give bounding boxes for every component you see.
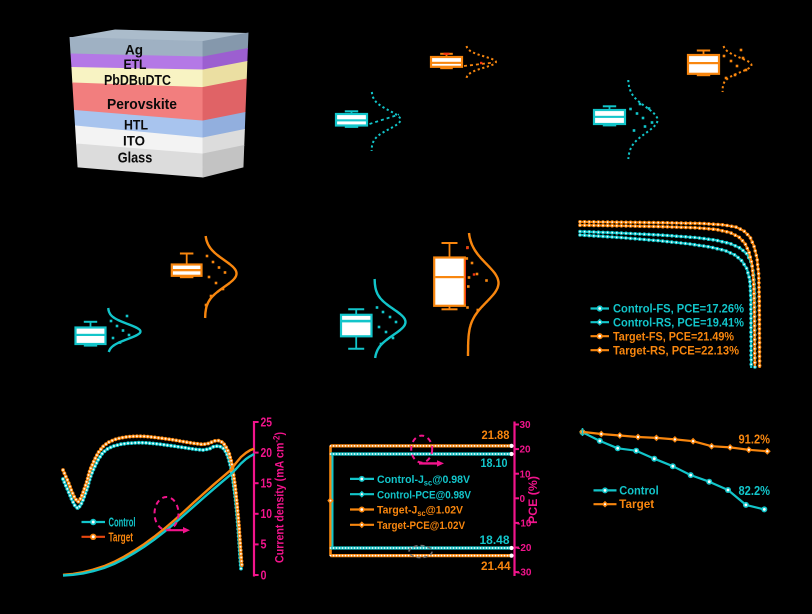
svg-text:Perovskite: Perovskite xyxy=(107,96,177,113)
svg-text:Target-Jsc@1.02V: Target-Jsc@1.02V xyxy=(377,505,463,519)
svg-text:PbDBuDTC: PbDBuDTC xyxy=(104,73,171,89)
svg-text:-30: -30 xyxy=(517,568,532,579)
svg-text:5: 5 xyxy=(261,538,267,552)
svg-text:-20: -20 xyxy=(517,543,532,554)
svg-text:10: 10 xyxy=(261,507,273,521)
svg-text:0: 0 xyxy=(520,494,526,505)
svg-text:Control-RS, PCE=19.41%: Control-RS, PCE=19.41% xyxy=(613,315,744,329)
svg-text:20: 20 xyxy=(261,446,273,460)
svg-text:Control-FS, PCE=17.26%: Control-FS, PCE=17.26% xyxy=(613,302,744,316)
svg-text:Target-RS, PCE=22.13%: Target-RS, PCE=22.13% xyxy=(613,343,739,357)
svg-text:82.2%: 82.2% xyxy=(739,483,771,498)
svg-text:25: 25 xyxy=(261,415,273,429)
svg-text:30: 30 xyxy=(520,420,532,431)
svg-text:Control: Control xyxy=(619,485,659,497)
svg-text:Control: Control xyxy=(109,516,136,530)
svg-text:15: 15 xyxy=(261,477,273,491)
svg-text:HTL: HTL xyxy=(124,117,148,133)
svg-text:Control-PCE@0.98V: Control-PCE@0.98V xyxy=(377,489,471,501)
svg-text:0: 0 xyxy=(261,568,267,582)
svg-text:20: 20 xyxy=(520,445,532,456)
svg-text:Target-PCE@1.02V: Target-PCE@1.02V xyxy=(377,520,465,532)
svg-text:Control-Jsc@0.98V: Control-Jsc@0.98V xyxy=(377,474,470,488)
svg-text:Target-FS, PCE=21.49%: Target-FS, PCE=21.49% xyxy=(613,329,734,343)
svg-text:-10: -10 xyxy=(517,519,532,530)
svg-text:18.48: 18.48 xyxy=(480,535,511,547)
svg-text:ETL: ETL xyxy=(124,56,147,72)
svg-text:ITO: ITO xyxy=(123,133,145,149)
svg-text:10: 10 xyxy=(520,469,532,480)
svg-text:Target: Target xyxy=(109,530,134,544)
svg-text:Glass: Glass xyxy=(118,149,153,166)
svg-text:21.44: 21.44 xyxy=(481,561,511,573)
svg-text:Current density (mA cm-2): Current density (mA cm-2) xyxy=(272,432,287,563)
svg-text:91.2%: 91.2% xyxy=(739,432,771,447)
svg-text:21.88: 21.88 xyxy=(482,430,511,442)
svg-text:18.10: 18.10 xyxy=(481,458,508,470)
svg-text:PCE (%): PCE (%) xyxy=(528,476,540,524)
svg-text:Target: Target xyxy=(619,499,654,511)
svg-text:Ag: Ag xyxy=(125,41,143,57)
